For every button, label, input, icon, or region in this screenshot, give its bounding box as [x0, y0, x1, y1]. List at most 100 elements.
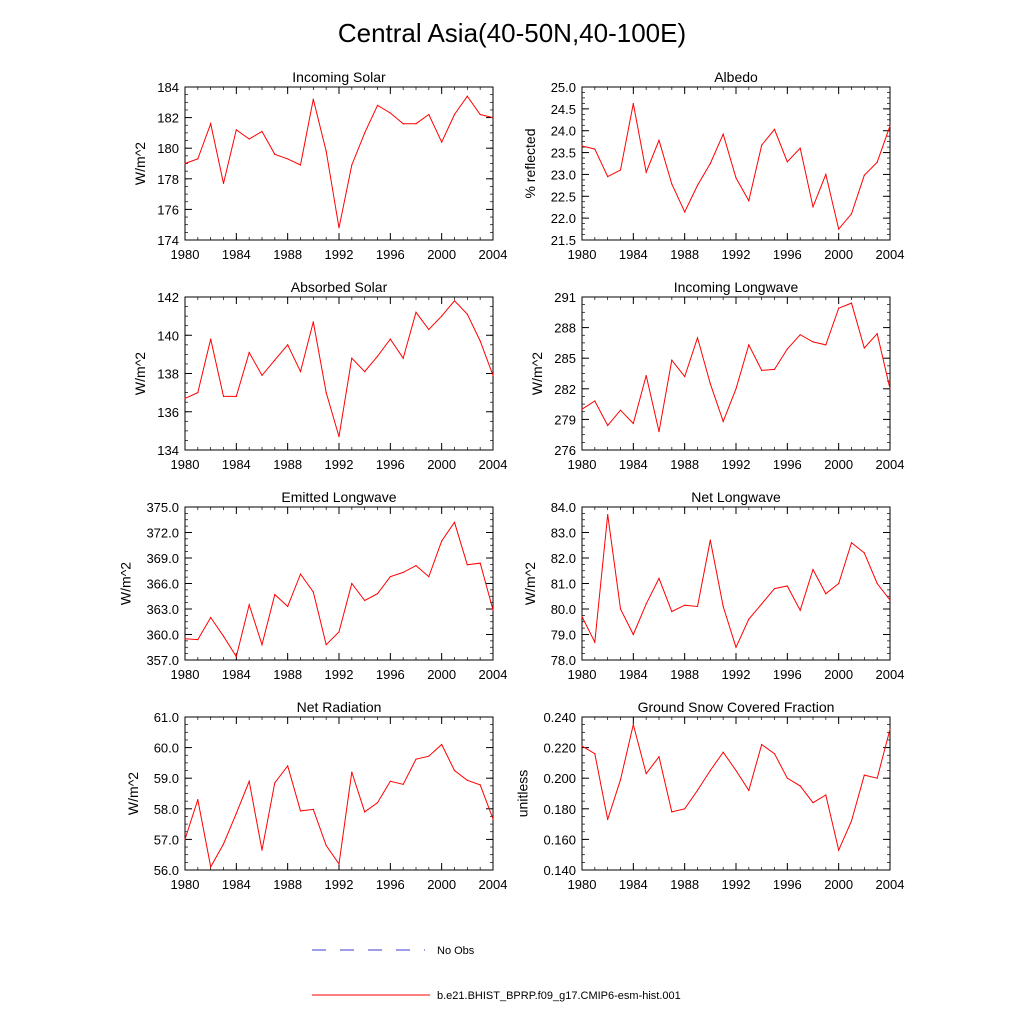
data-point	[709, 769, 711, 772]
data-point	[786, 585, 788, 587]
data-point	[773, 588, 776, 590]
plot-frame	[581, 296, 891, 451]
x-tick-label: 1988	[273, 457, 302, 472]
y-tick-label: 82.0	[551, 551, 576, 566]
data-point	[735, 646, 737, 648]
data-point	[581, 145, 583, 147]
legend: No Obs b.e21.BHIST_BPRP.f09_g17.CMIP6-esm…	[312, 945, 681, 1002]
data-point	[761, 369, 763, 372]
data-point	[287, 765, 289, 767]
data-point	[889, 388, 891, 390]
data-point	[594, 148, 596, 150]
data-point	[850, 302, 853, 304]
data-point	[722, 605, 724, 608]
y-tick-label: 174	[157, 233, 179, 248]
data-point	[594, 400, 596, 402]
data-point	[376, 802, 379, 804]
data-point	[619, 779, 622, 781]
data-point	[351, 357, 353, 359]
x-tick-label: 1992	[325, 457, 354, 472]
x-tick-label: 1980	[171, 457, 200, 472]
data-point	[581, 616, 583, 618]
data-point	[709, 539, 711, 541]
x-tick-label: 2004	[876, 247, 905, 262]
x-tick-label: 1996	[376, 247, 405, 262]
data-point	[338, 863, 340, 865]
y-tick-label: 372.0	[146, 526, 179, 541]
data-point	[889, 125, 891, 127]
data-point	[338, 631, 340, 633]
y-tick-label: 366.0	[146, 577, 179, 592]
x-tick-label: 2004	[876, 877, 905, 892]
data-point	[428, 576, 430, 578]
x-tick-label: 1980	[171, 667, 200, 682]
x-tick-label: 1996	[773, 877, 802, 892]
y-tick-label: 369.0	[146, 551, 179, 566]
data-point	[632, 633, 634, 636]
data-point	[402, 123, 404, 125]
x-tick-label: 1980	[568, 667, 597, 682]
x-tick-label: 1984	[619, 457, 648, 472]
data-point	[184, 838, 186, 841]
data-point	[274, 153, 276, 155]
y-tick-label: 23.5	[551, 146, 576, 161]
data-point	[415, 758, 417, 760]
data-point	[492, 818, 494, 820]
data-point	[466, 779, 468, 781]
data-point	[812, 802, 814, 804]
chart-title: Incoming Solar	[292, 69, 386, 85]
data-point	[581, 408, 583, 410]
y-axis-label: W/m^2	[132, 352, 148, 395]
data-point	[261, 849, 263, 851]
data-point	[696, 184, 699, 186]
data-point	[748, 618, 750, 620]
data-point	[671, 610, 673, 613]
data-point	[876, 777, 878, 779]
data-point	[825, 173, 827, 176]
data-point	[786, 161, 788, 163]
y-tick-label: 136	[157, 405, 179, 420]
data-point	[248, 351, 250, 354]
x-tick-label: 1988	[273, 877, 302, 892]
y-axis-label: % reflected	[522, 128, 538, 198]
data-point	[658, 139, 660, 141]
legend-label-model: b.e21.BHIST_BPRP.f09_g17.CMIP6-esm-hist.…	[437, 990, 681, 1002]
data-point	[492, 609, 494, 611]
data-point	[325, 150, 327, 152]
data-point	[722, 420, 724, 423]
data-point	[581, 745, 583, 747]
data-point	[825, 794, 827, 796]
data-point	[235, 395, 237, 398]
data-point	[312, 321, 314, 323]
y-tick-label: 80.0	[551, 602, 576, 617]
y-tick-label: 60.0	[154, 741, 179, 756]
chart-panel-2: Absorbed Solar 1980 1984 1988 1992 1996 2000 20…	[132, 279, 507, 472]
data-point	[889, 599, 891, 601]
y-tick-label: 176	[157, 202, 179, 217]
chart-panel-0: Incoming Solar 1980 1984 1988 1992 1996 2000 20…	[132, 69, 507, 262]
data-point	[812, 206, 814, 208]
data-point	[184, 162, 186, 165]
data-point	[773, 368, 776, 371]
plot-frame	[581, 716, 891, 871]
data-point	[453, 521, 456, 523]
data-point	[402, 571, 404, 574]
y-tick-label: 140	[157, 328, 179, 343]
data-point	[453, 769, 456, 772]
y-axis-label: W/m^2	[125, 772, 141, 815]
data-point	[415, 565, 417, 567]
plot-frame	[184, 296, 494, 451]
data-point	[671, 359, 673, 361]
data-point	[248, 138, 250, 140]
data-point	[850, 820, 853, 822]
data-point	[607, 424, 609, 427]
x-tick-label: 2000	[427, 247, 456, 262]
y-tick-label: 24.5	[551, 102, 576, 117]
y-tick-label: 288	[554, 321, 576, 336]
x-tick-label: 1984	[222, 457, 251, 472]
data-point	[325, 392, 327, 394]
data-point	[748, 789, 750, 792]
y-tick-label: 0.140	[543, 863, 576, 878]
data-point	[479, 340, 481, 342]
x-tick-label: 1980	[171, 877, 200, 892]
